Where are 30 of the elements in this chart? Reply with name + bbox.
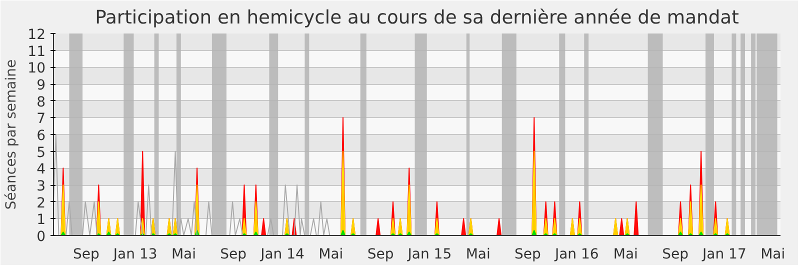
- y-tick-label: 4: [36, 162, 46, 178]
- x-tick-label: Jan 16: [554, 246, 599, 262]
- y-tick-label: 0: [36, 229, 46, 245]
- x-tick-label: Sep: [220, 246, 247, 262]
- x-tick-label: Mai: [171, 246, 196, 262]
- x-tick-label: Sep: [367, 246, 394, 262]
- y-tick-label: 6: [36, 128, 46, 144]
- x-tick-label: Jan 14: [260, 246, 305, 262]
- y-tick-label: 2: [36, 195, 46, 212]
- x-tick-label: Mai: [466, 246, 490, 262]
- x-tick-label: Sep: [662, 246, 689, 262]
- x-tick-label: Sep: [514, 246, 541, 262]
- x-tick-label: Jan 15: [406, 246, 452, 262]
- y-tick-label: 11: [28, 44, 46, 60]
- y-tick-label: 5: [36, 144, 46, 161]
- x-tick-label: Jan 17: [702, 246, 746, 262]
- y-tick-label: 7: [36, 111, 46, 128]
- y-axis-title: Séances par semaine: [4, 59, 20, 210]
- y-tick-label: 9: [36, 78, 46, 94]
- y-tick-label: 1: [36, 212, 46, 228]
- x-tick-label: Sep: [72, 246, 100, 262]
- y-tick-label: 12: [28, 27, 46, 43]
- x-tick-label: Jan 13: [112, 246, 158, 262]
- y-tick-label: 3: [36, 178, 46, 194]
- y-tick-label: 8: [36, 94, 46, 110]
- x-tick-label: Mai: [613, 246, 638, 262]
- chart-title: Participation en hemicycle au cours de sa dernière année de mandat: [95, 8, 739, 28]
- x-tick-label: Mai: [318, 246, 344, 262]
- x-tick-label: Mai: [760, 246, 786, 262]
- y-tick-label: 10: [28, 60, 46, 77]
